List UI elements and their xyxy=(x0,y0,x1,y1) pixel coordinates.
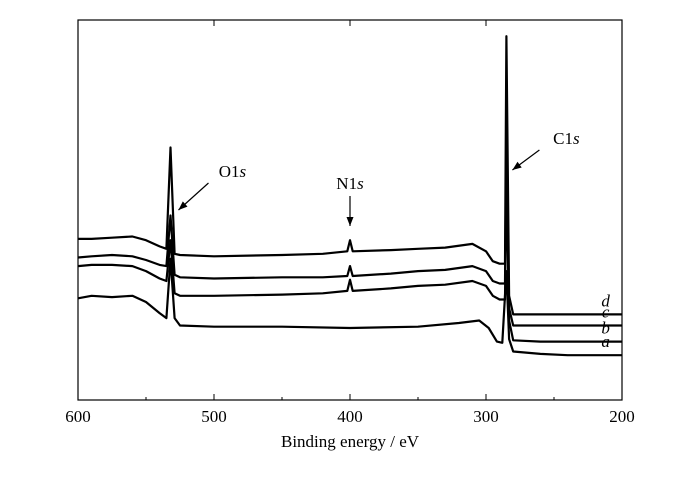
curve-label-c: c xyxy=(602,302,610,321)
peak-label-o1: O1s xyxy=(219,162,247,181)
spectrum-a xyxy=(77,257,622,357)
peak-label-n1: N1s xyxy=(336,174,364,193)
n1s-arrow-head xyxy=(346,217,354,226)
x-tick-label: 200 xyxy=(609,407,635,426)
c1s-arrow-head xyxy=(512,161,522,170)
curve-label-d: d xyxy=(601,291,610,310)
curve-label-b: b xyxy=(601,319,610,338)
peak-annotations: O1s N1s C1s xyxy=(178,129,580,226)
x-axis-ticks: 600 500 400 300 200 xyxy=(65,20,635,426)
x-axis-title: Binding energy / eV xyxy=(281,432,420,451)
x-tick-label: 300 xyxy=(473,407,499,426)
o1s-arrow-head xyxy=(178,201,188,210)
spectrum-d xyxy=(78,35,622,316)
peak-label-c1: C1s xyxy=(553,129,580,148)
x-tick-label: 400 xyxy=(337,407,363,426)
x-tick-label: 500 xyxy=(201,407,227,426)
x-tick-label: 600 xyxy=(65,407,91,426)
